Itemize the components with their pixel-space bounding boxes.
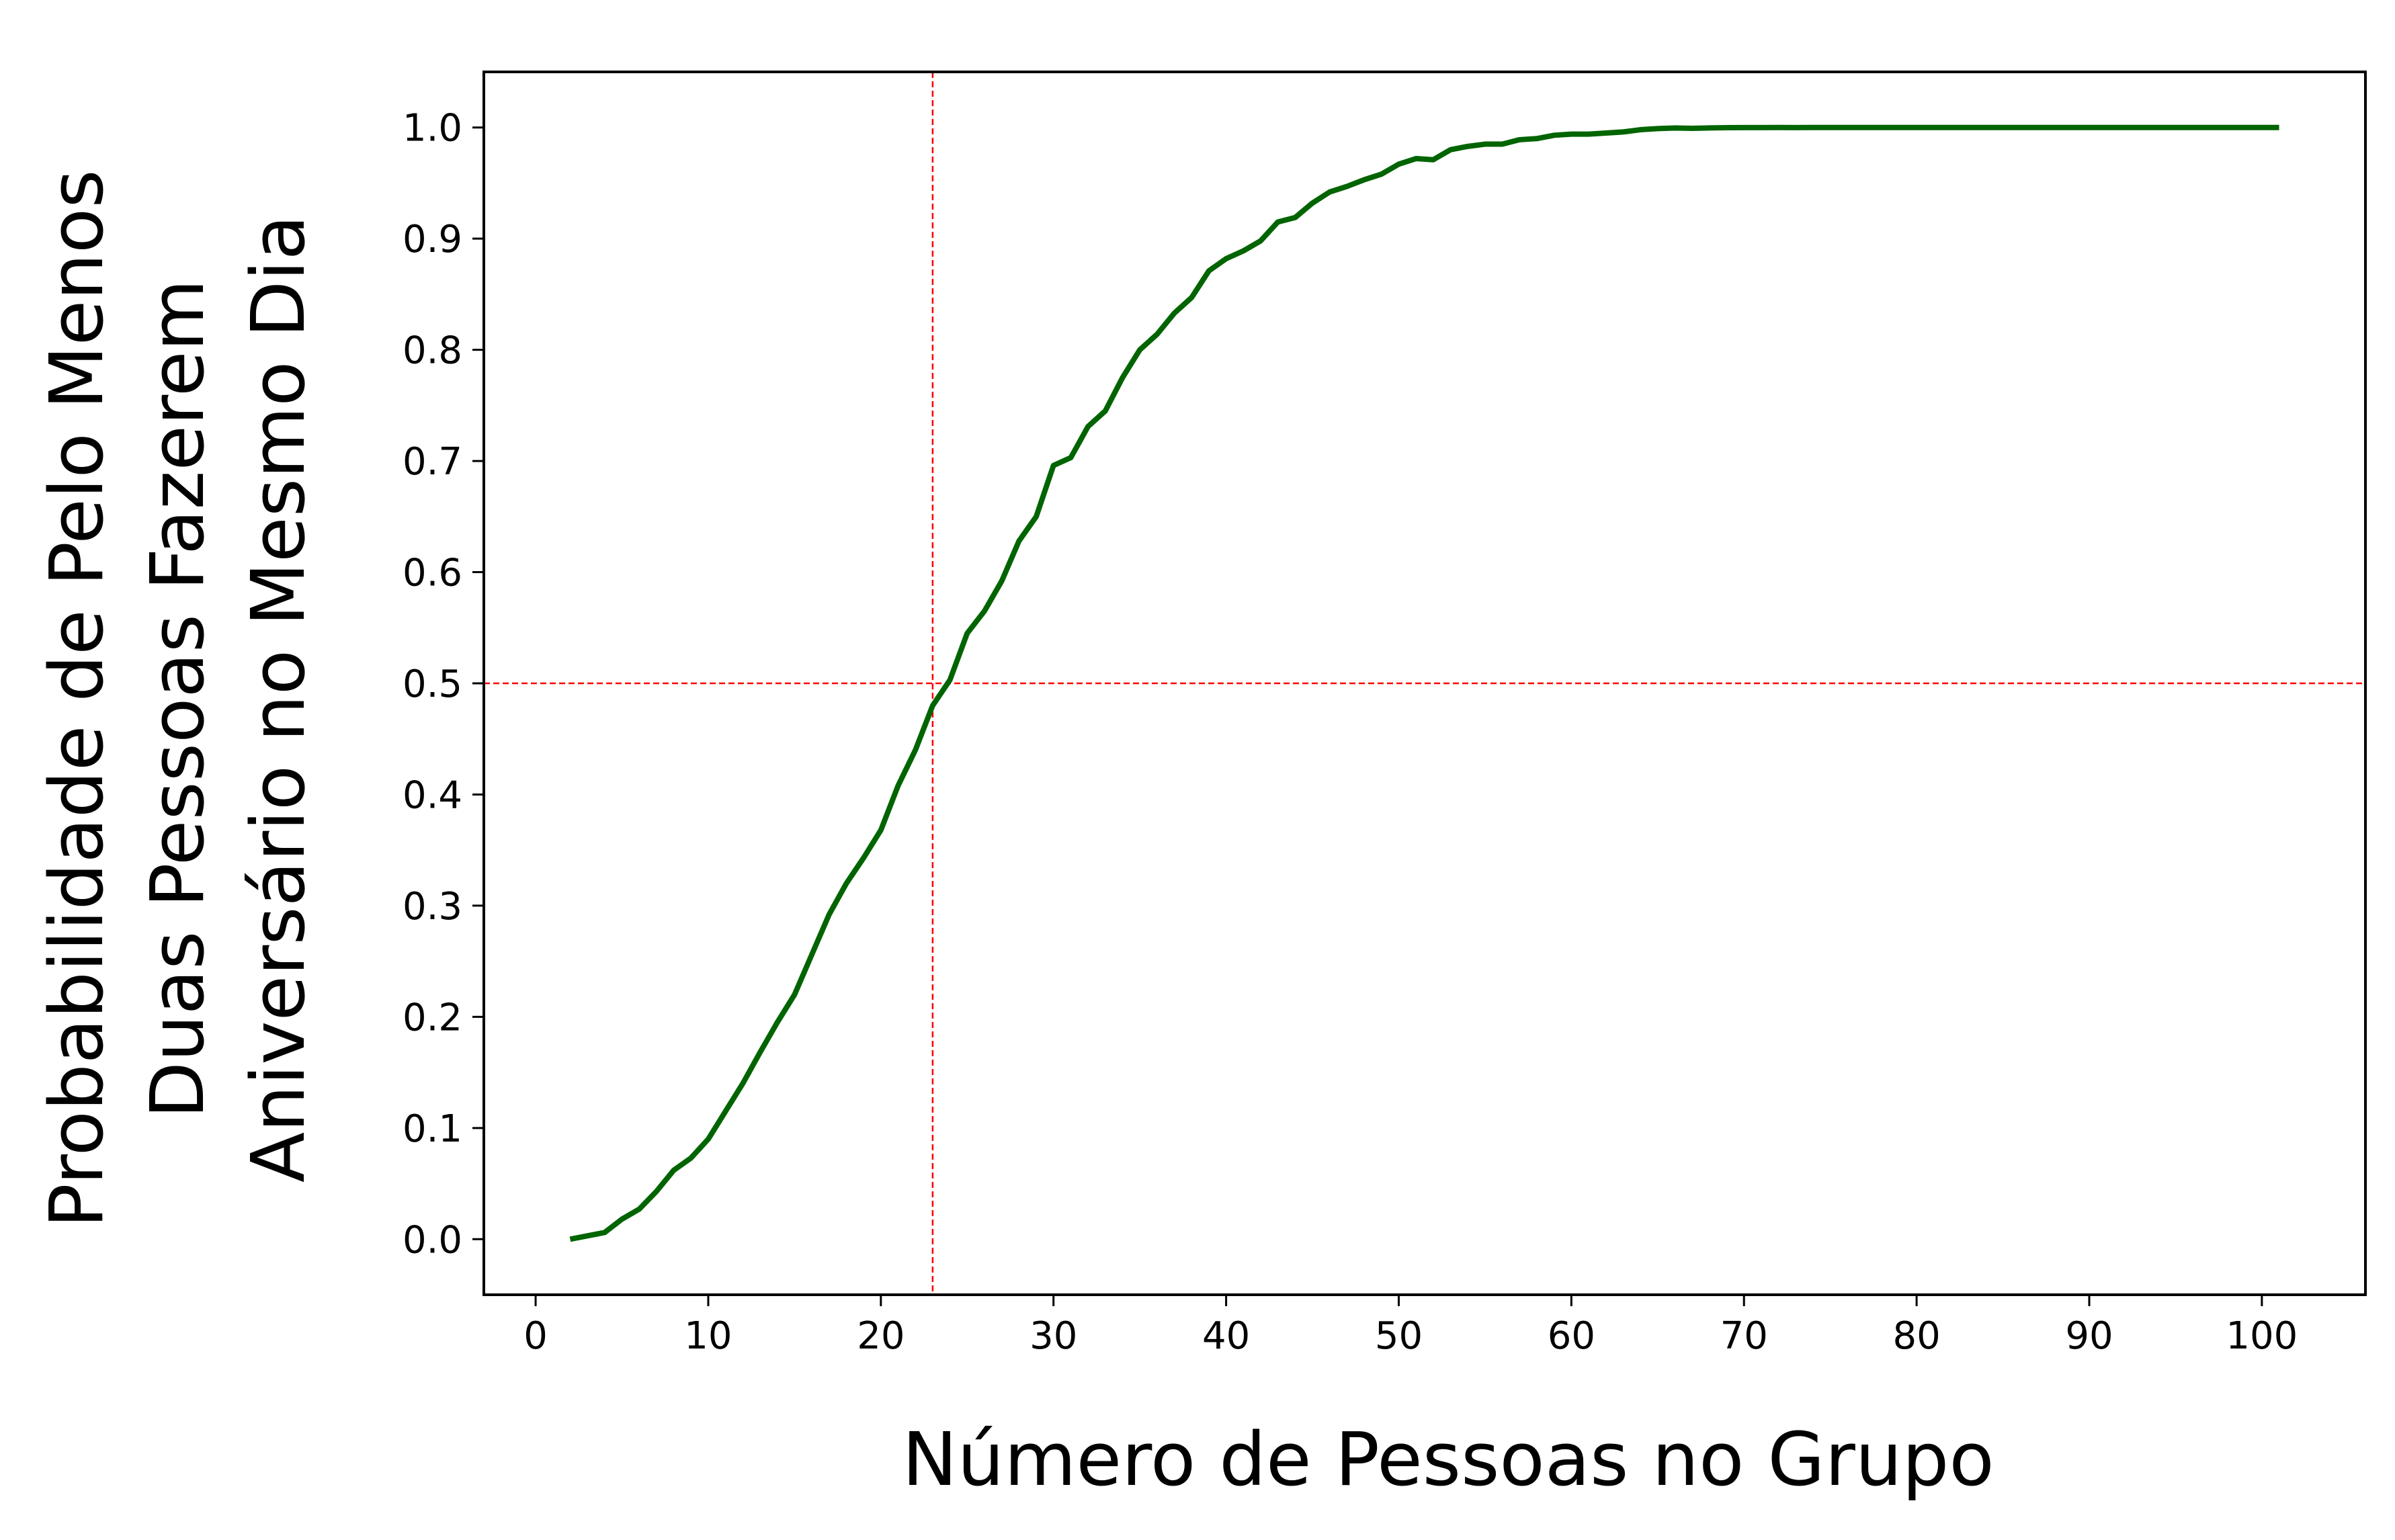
- x-tick-label: 20: [857, 1314, 905, 1358]
- x-tick-label: 50: [1375, 1314, 1423, 1358]
- plot-area: 0 10 20 30 40 50 60 70 80 90 100 0.0 0.1 0.2 0.3 0.4 0.5…: [403, 71, 2367, 1358]
- x-tick-label: 40: [1202, 1314, 1250, 1358]
- x-tick-label: 10: [684, 1314, 732, 1358]
- y-tick-label: 0.3: [403, 885, 462, 929]
- y-axis-title-line-1: Probabilidade de Pelo Menos: [34, 169, 120, 1228]
- x-tick-label: 0: [523, 1314, 548, 1358]
- y-axis-title: Probabilidade de Pelo Menos Duas Pessoas…: [34, 169, 321, 1228]
- x-tick-label: 70: [1720, 1314, 1768, 1358]
- y-tick-label: 0.8: [403, 329, 462, 373]
- x-axis-title: Número de Pessoas no Grupo: [902, 1416, 1994, 1502]
- x-tick-label: 30: [1030, 1314, 1077, 1358]
- y-tick-label: 0.4: [403, 773, 462, 817]
- y-tick-label: 0.5: [403, 662, 462, 706]
- x-tick-label: 80: [1892, 1314, 1940, 1358]
- y-tick-label: 0.1: [403, 1107, 462, 1151]
- x-tick-label: 100: [2226, 1314, 2298, 1358]
- y-tick-label: 0.0: [403, 1218, 462, 1262]
- y-tick-label: 0.9: [403, 218, 462, 261]
- y-axis-title-line-3: Aniversário no Mesmo Dia: [235, 215, 321, 1183]
- y-tick-label: 0.7: [403, 440, 462, 484]
- y-tick-label: 1.0: [403, 107, 462, 151]
- y-tick-label: 0.2: [403, 996, 462, 1039]
- y-tick-label: 0.6: [403, 552, 462, 595]
- x-tick-label: 60: [1548, 1314, 1595, 1358]
- series-line: [569, 124, 2279, 1242]
- x-tick-label: 90: [2065, 1314, 2113, 1358]
- y-axis-title-line-2: Duas Pessoas Fazerem: [134, 279, 220, 1118]
